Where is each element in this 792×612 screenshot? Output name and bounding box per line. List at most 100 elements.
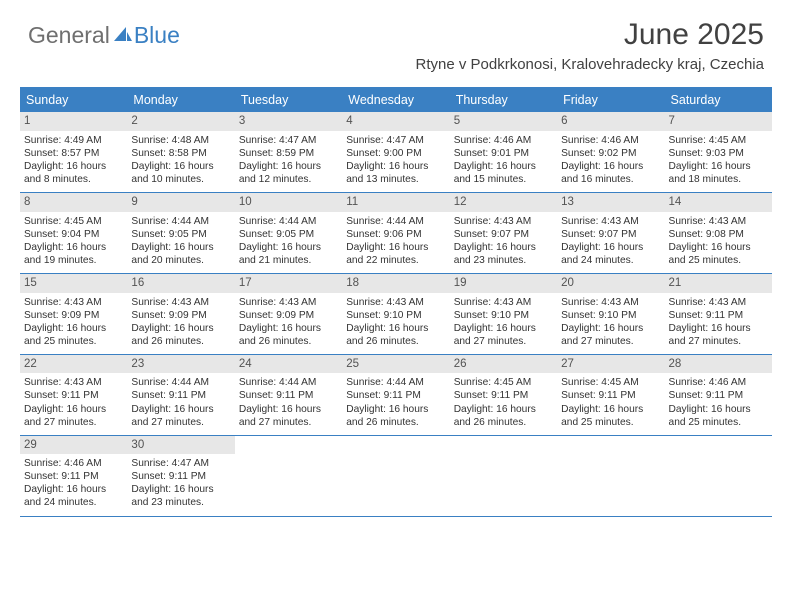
day-cell: 27Sunrise: 4:45 AMSunset: 9:11 PMDayligh… <box>557 355 664 435</box>
day-number: 10 <box>235 193 342 212</box>
sunrise-line: Sunrise: 4:46 AM <box>24 457 125 470</box>
daylight-line: Daylight: 16 hours and 15 minutes. <box>454 160 555 186</box>
sunrise-line: Sunrise: 4:43 AM <box>669 215 770 228</box>
daylight-line: Daylight: 16 hours and 25 minutes. <box>669 241 770 267</box>
sunrise-line: Sunrise: 4:44 AM <box>239 376 340 389</box>
daylight-line: Daylight: 16 hours and 10 minutes. <box>131 160 232 186</box>
sunrise-line: Sunrise: 4:44 AM <box>131 376 232 389</box>
week-row: 8Sunrise: 4:45 AMSunset: 9:04 PMDaylight… <box>20 193 772 274</box>
day-cell: 6Sunrise: 4:46 AMSunset: 9:02 PMDaylight… <box>557 112 664 192</box>
daylight-line: Daylight: 16 hours and 24 minutes. <box>24 483 125 509</box>
sunset-line: Sunset: 9:07 PM <box>561 228 662 241</box>
day-cell: 7 Sunrise: 4:45 AMSunset: 9:03 PMDaylight… <box>665 112 772 192</box>
sunset-line: Sunset: 9:04 PM <box>24 228 125 241</box>
brand-part2: Blue <box>134 22 180 49</box>
day-cell: 1Sunrise: 4:49 AMSunset: 8:57 PMDaylight… <box>20 112 127 192</box>
day-number: 22 <box>20 355 127 374</box>
dow-tuesday: Tuesday <box>235 89 342 112</box>
sunset-line: Sunset: 9:03 PM <box>669 147 770 160</box>
day-cell: 14Sunrise: 4:43 AMSunset: 9:08 PMDayligh… <box>665 193 772 273</box>
day-cell: 25Sunrise: 4:44 AMSunset: 9:11 PMDayligh… <box>342 355 449 435</box>
day-number: 11 <box>342 193 449 212</box>
dow-friday: Friday <box>557 89 664 112</box>
sunrise-line: Sunrise: 4:43 AM <box>131 296 232 309</box>
daylight-line: Daylight: 16 hours and 16 minutes. <box>561 160 662 186</box>
day-cell: 20Sunrise: 4:43 AMSunset: 9:10 PMDayligh… <box>557 274 664 354</box>
sunset-line: Sunset: 9:02 PM <box>561 147 662 160</box>
sunrise-line: Sunrise: 4:47 AM <box>239 134 340 147</box>
day-number: 2 <box>127 112 234 131</box>
sunrise-line: Sunrise: 4:44 AM <box>131 215 232 228</box>
daylight-line: Daylight: 16 hours and 26 minutes. <box>346 403 447 429</box>
daylight-line: Daylight: 16 hours and 26 minutes. <box>239 322 340 348</box>
daylight-line: Daylight: 16 hours and 19 minutes. <box>24 241 125 267</box>
day-number: 24 <box>235 355 342 374</box>
daylight-line: Daylight: 16 hours and 20 minutes. <box>131 241 232 267</box>
day-cell: 8Sunrise: 4:45 AMSunset: 9:04 PMDaylight… <box>20 193 127 273</box>
sunset-line: Sunset: 9:09 PM <box>24 309 125 322</box>
sunset-line: Sunset: 9:10 PM <box>454 309 555 322</box>
dow-wednesday: Wednesday <box>342 89 449 112</box>
sunrise-line: Sunrise: 4:44 AM <box>239 215 340 228</box>
daylight-line: Daylight: 16 hours and 23 minutes. <box>454 241 555 267</box>
week-row: 1Sunrise: 4:49 AMSunset: 8:57 PMDaylight… <box>20 112 772 193</box>
day-cell: 2Sunrise: 4:48 AMSunset: 8:58 PMDaylight… <box>127 112 234 192</box>
day-cell: 16Sunrise: 4:43 AMSunset: 9:09 PMDayligh… <box>127 274 234 354</box>
sunrise-line: Sunrise: 4:43 AM <box>239 296 340 309</box>
day-number: 30 <box>127 436 234 455</box>
day-cell: 17Sunrise: 4:43 AMSunset: 9:09 PMDayligh… <box>235 274 342 354</box>
sunrise-line: Sunrise: 4:44 AM <box>346 215 447 228</box>
dow-saturday: Saturday <box>665 89 772 112</box>
sunset-line: Sunset: 9:00 PM <box>346 147 447 160</box>
day-cell: 29Sunrise: 4:46 AMSunset: 9:11 PMDayligh… <box>20 436 127 516</box>
dow-sunday: Sunday <box>20 89 127 112</box>
sunrise-line: Sunrise: 4:43 AM <box>454 296 555 309</box>
day-cell: 15Sunrise: 4:43 AMSunset: 9:09 PMDayligh… <box>20 274 127 354</box>
sunset-line: Sunset: 9:10 PM <box>561 309 662 322</box>
sunrise-line: Sunrise: 4:45 AM <box>669 134 770 147</box>
day-cell: 18Sunrise: 4:43 AMSunset: 9:10 PMDayligh… <box>342 274 449 354</box>
day-number: 3 <box>235 112 342 131</box>
day-number: 26 <box>450 355 557 374</box>
sunset-line: Sunset: 9:09 PM <box>239 309 340 322</box>
sunset-line: Sunset: 9:11 PM <box>454 389 555 402</box>
title-block: June 2025 Rtyne v Podkrkonosi, Kralovehr… <box>416 18 765 73</box>
day-cell: 26Sunrise: 4:45 AMSunset: 9:11 PMDayligh… <box>450 355 557 435</box>
brand-part1: General <box>28 22 110 49</box>
sunrise-line: Sunrise: 4:47 AM <box>346 134 447 147</box>
day-cell: 13Sunrise: 4:43 AMSunset: 9:07 PMDayligh… <box>557 193 664 273</box>
sunrise-line: Sunrise: 4:43 AM <box>561 296 662 309</box>
sunset-line: Sunset: 9:06 PM <box>346 228 447 241</box>
header: General Blue June 2025 Rtyne v Podkrkono… <box>0 0 792 77</box>
daylight-line: Daylight: 16 hours and 27 minutes. <box>669 322 770 348</box>
day-number: 12 <box>450 193 557 212</box>
sunset-line: Sunset: 9:11 PM <box>239 389 340 402</box>
day-cell: 30Sunrise: 4:47 AMSunset: 9:11 PMDayligh… <box>127 436 234 516</box>
sunset-line: Sunset: 9:05 PM <box>131 228 232 241</box>
day-cell: 22Sunrise: 4:43 AMSunset: 9:11 PMDayligh… <box>20 355 127 435</box>
brand-logo: General Blue <box>28 22 180 49</box>
sunrise-line: Sunrise: 4:45 AM <box>454 376 555 389</box>
daylight-line: Daylight: 16 hours and 18 minutes. <box>669 160 770 186</box>
day-number: 25 <box>342 355 449 374</box>
sunset-line: Sunset: 9:11 PM <box>131 389 232 402</box>
day-cell: 9Sunrise: 4:44 AMSunset: 9:05 PMDaylight… <box>127 193 234 273</box>
daylight-line: Daylight: 16 hours and 25 minutes. <box>669 403 770 429</box>
sunset-line: Sunset: 8:59 PM <box>239 147 340 160</box>
sunset-line: Sunset: 9:07 PM <box>454 228 555 241</box>
day-number: 21 <box>665 274 772 293</box>
daylight-line: Daylight: 16 hours and 12 minutes. <box>239 160 340 186</box>
day-cell: 23Sunrise: 4:44 AMSunset: 9:11 PMDayligh… <box>127 355 234 435</box>
location-subtitle: Rtyne v Podkrkonosi, Kralovehradecky kra… <box>416 56 765 73</box>
sunset-line: Sunset: 9:01 PM <box>454 147 555 160</box>
day-number: 14 <box>665 193 772 212</box>
day-of-week-header: Sunday Monday Tuesday Wednesday Thursday… <box>20 89 772 112</box>
daylight-line: Daylight: 16 hours and 27 minutes. <box>24 403 125 429</box>
sunrise-line: Sunrise: 4:43 AM <box>454 215 555 228</box>
sunrise-line: Sunrise: 4:43 AM <box>669 296 770 309</box>
day-number: 13 <box>557 193 664 212</box>
sunrise-line: Sunrise: 4:43 AM <box>24 376 125 389</box>
sunrise-line: Sunrise: 4:48 AM <box>131 134 232 147</box>
day-number: 7 <box>665 112 772 131</box>
sunrise-line: Sunrise: 4:46 AM <box>561 134 662 147</box>
